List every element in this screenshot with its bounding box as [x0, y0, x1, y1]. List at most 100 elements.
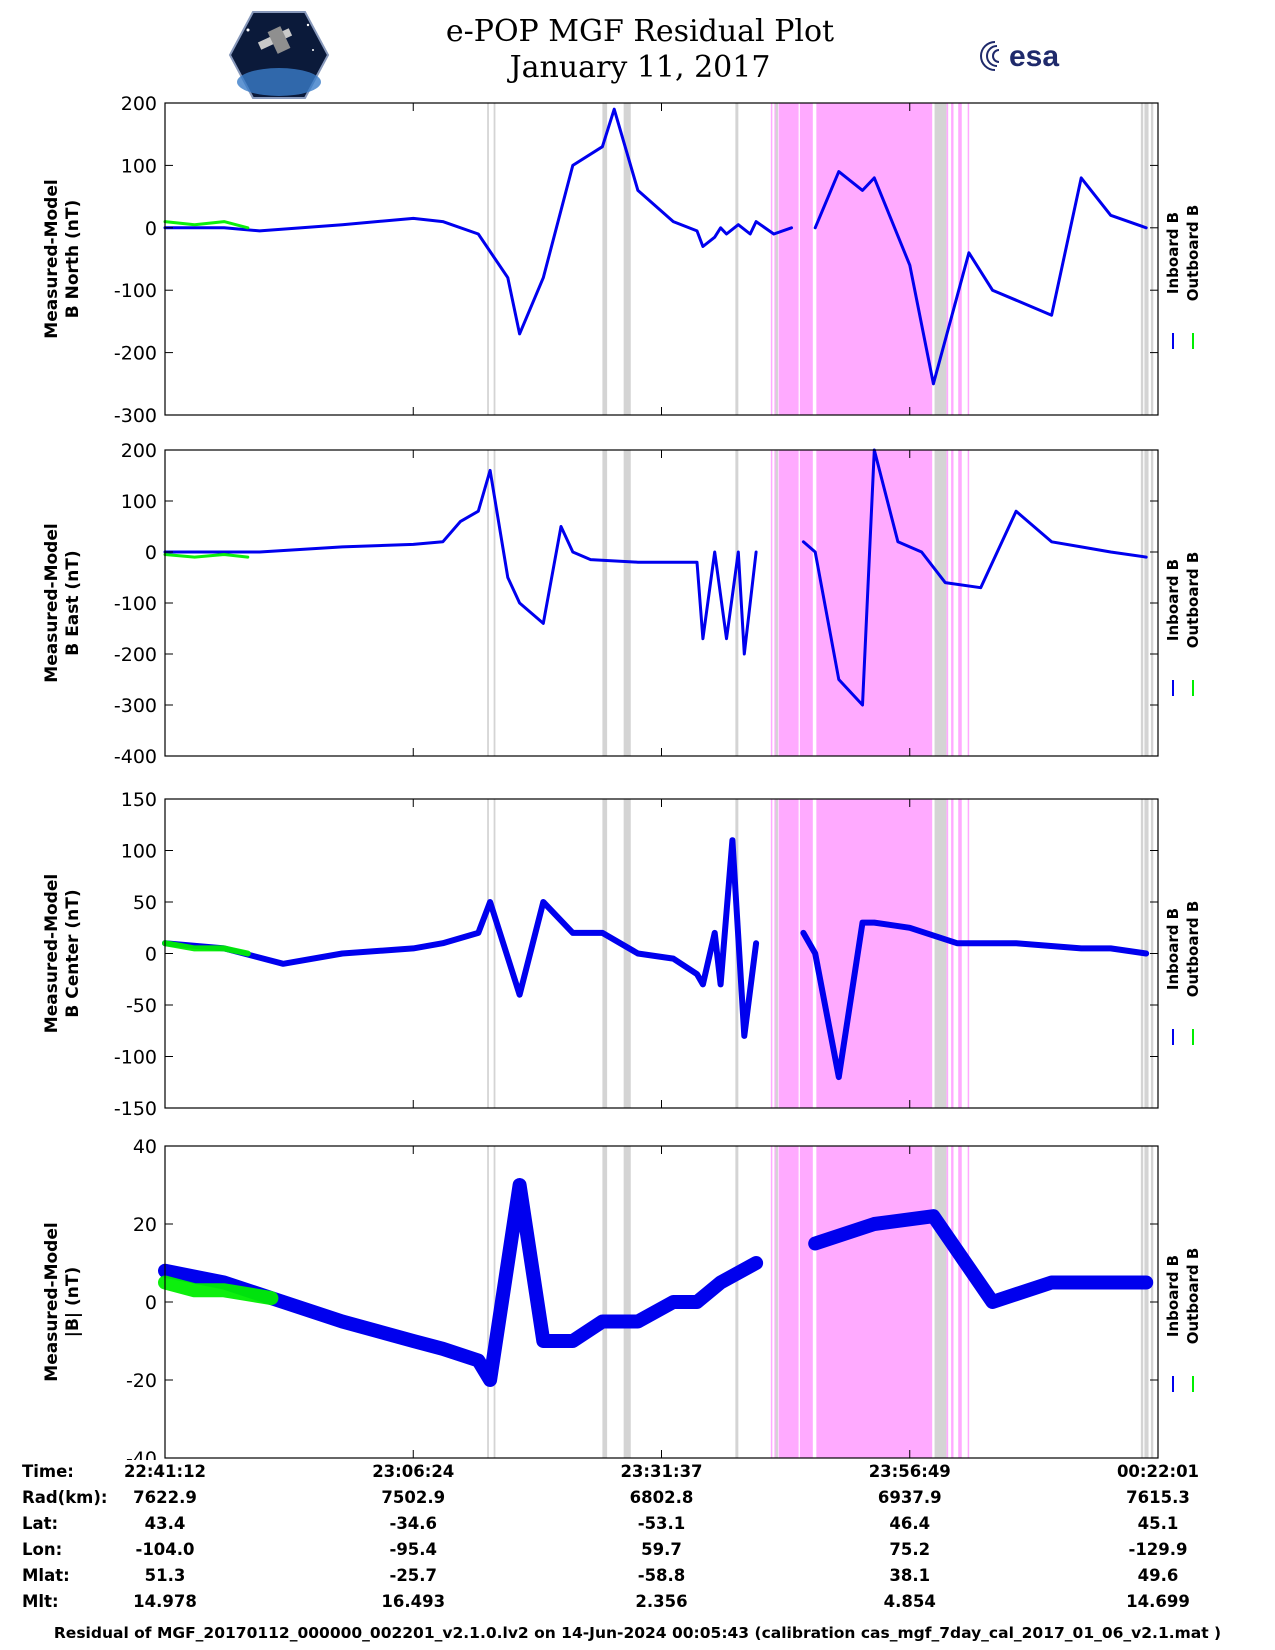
y-tick-label: 200 — [121, 93, 157, 115]
gap-band-pink — [967, 799, 970, 1108]
info-cell: 2.356 — [635, 1592, 688, 1611]
panel-1: 200 100 0 -100 -200 -300 Measured-ModelB North… — [42, 93, 1202, 427]
info-cell: 16.493 — [381, 1592, 446, 1611]
gap-band-grey — [1144, 1146, 1149, 1458]
gap-band-grey — [602, 450, 608, 756]
y-tick-label: 20 — [133, 1214, 157, 1236]
cassiope-mission-logo — [228, 10, 330, 100]
gap-band-pink — [946, 450, 949, 756]
y-axis-label-line-1: Measured-Model — [42, 179, 62, 338]
info-row: Mlat: 51.3 -25.7 -58.8 38.1 49.6 — [0, 1566, 1275, 1590]
y-tick-label: 100 — [121, 155, 157, 177]
gap-band-pink — [958, 799, 962, 1108]
info-cell: 45.1 — [1137, 1514, 1179, 1533]
legend-outboard-label: Outboard B — [1184, 1248, 1202, 1345]
y-axis-label: Measured-ModelB East (nT) — [42, 523, 83, 682]
gap-band-pink — [958, 103, 962, 415]
outboard-series-line — [163, 220, 250, 230]
axis-frame — [164, 102, 1159, 416]
inboard-series-line — [158, 1178, 1154, 1387]
info-row-label: Time: — [22, 1462, 74, 1481]
gap-band-grey — [735, 103, 739, 415]
legend-inboard-label: Inboard B — [1164, 1255, 1182, 1337]
gap-band-grey — [602, 103, 608, 415]
info-row-label: Lon: — [22, 1540, 63, 1559]
gap-band-grey — [487, 103, 489, 415]
y-tick-label: 200 — [121, 440, 157, 462]
y-tick-label: 0 — [145, 1292, 157, 1314]
gap-band-pink — [770, 1146, 773, 1458]
info-cell: 49.6 — [1137, 1566, 1179, 1585]
gap-band-grey — [623, 1146, 631, 1458]
gap-band-grey — [775, 450, 778, 756]
y-tick-label: 0 — [145, 542, 157, 564]
title-line-1: e-POP MGF Residual Plot — [445, 14, 835, 49]
legend-inboard-label: Inboard B — [1164, 559, 1182, 641]
inboard-series-line — [162, 837, 1150, 1081]
gap-band-pink — [799, 1146, 813, 1458]
y-tick-label: -300 — [114, 695, 157, 717]
gap-band-grey — [735, 450, 739, 756]
y-axis-label-line-2: B North (nT) — [63, 200, 83, 319]
info-cell: 6802.8 — [629, 1488, 694, 1507]
legend: Inboard B Outboard B — [1164, 552, 1202, 696]
gap-band-pink — [951, 799, 954, 1108]
info-cell: 7615.3 — [1126, 1488, 1190, 1507]
gap-band-grey — [623, 450, 631, 756]
info-cell: 00:22:01 — [1116, 1462, 1200, 1481]
y-axis-label-line-1: Measured-Model — [42, 523, 62, 682]
gap-band-grey — [735, 1146, 739, 1458]
info-cell: -58.8 — [637, 1566, 686, 1585]
info-row: Time: 22:41:12 23:06:24 23:31:37 23:56:49 00:… — [0, 1462, 1275, 1486]
gap-band-pink — [958, 450, 962, 756]
gap-band-pink — [799, 103, 813, 415]
outboard-series-line — [158, 1275, 279, 1306]
axis-frame — [164, 798, 1159, 1109]
y-tick-label: -200 — [114, 644, 157, 666]
gap-band-pink — [770, 103, 773, 415]
gap-band-pink — [770, 799, 773, 1108]
y-tick-label: 40 — [133, 1136, 157, 1158]
info-cell: -95.4 — [389, 1540, 438, 1559]
info-cell: 75.2 — [889, 1540, 931, 1559]
gap-band-pink — [946, 1146, 949, 1458]
info-cell: -129.9 — [1128, 1540, 1188, 1559]
gap-band-pink — [816, 103, 933, 415]
info-cell: 7622.9 — [133, 1488, 197, 1507]
y-axis-label: Measured-ModelB Center (nT) — [42, 874, 83, 1033]
y-axis-label-line-1: Measured-Model — [42, 874, 62, 1033]
info-row-label: Rad(km): — [22, 1488, 108, 1507]
info-cell: 7502.9 — [381, 1488, 446, 1507]
y-tick-label: -20 — [126, 1370, 157, 1392]
orbit-info-table: Time: 22:41:12 23:06:24 23:31:37 23:56:49 00:… — [0, 1462, 1275, 1642]
y-axis-label-line-2: |B| (nT) — [63, 1267, 83, 1338]
gap-band-grey — [623, 799, 631, 1108]
y-tick-label: -300 — [114, 405, 157, 427]
outboard-series-line — [162, 940, 251, 957]
panel-3: 150 100 50 0 -50 -100 -150 Measured-ModelB Cent… — [42, 789, 1202, 1120]
legend: Inboard B Outboard B — [1164, 205, 1202, 349]
gap-band-grey — [1140, 103, 1144, 415]
info-cell: 23:06:24 — [372, 1462, 455, 1481]
info-cell: 51.3 — [144, 1566, 186, 1585]
info-cell: 23:56:49 — [868, 1462, 951, 1481]
gap-band-grey — [934, 1146, 947, 1458]
info-cell: 14.699 — [1126, 1592, 1190, 1611]
y-tick-label: -100 — [114, 280, 157, 302]
y-tick-label: -100 — [114, 1047, 157, 1069]
y-tick-label: -400 — [114, 746, 157, 768]
y-axis-label-line-2: B East (nT) — [63, 550, 83, 655]
y-tick-label: 100 — [121, 841, 157, 863]
gap-band-grey — [934, 450, 947, 756]
info-cell: 4.854 — [883, 1592, 936, 1611]
legend-outboard-label: Outboard B — [1184, 205, 1202, 302]
plot-title: e-POP MGF Residual Plot January 11, 2017 — [380, 14, 900, 86]
legend-outboard-label: Outboard B — [1184, 901, 1202, 998]
panel-4: 40 20 0 -20 -40 Measured-Model|B| (nT) Inboard… — [42, 1136, 1202, 1460]
info-row-label: Lat: — [22, 1514, 59, 1533]
gap-band-pink — [770, 450, 773, 756]
gap-band-grey — [1144, 450, 1149, 756]
info-cell: -25.7 — [389, 1566, 438, 1585]
info-row: Lat: 43.4 -34.6 -53.1 46.4 45.1 — [0, 1514, 1275, 1538]
